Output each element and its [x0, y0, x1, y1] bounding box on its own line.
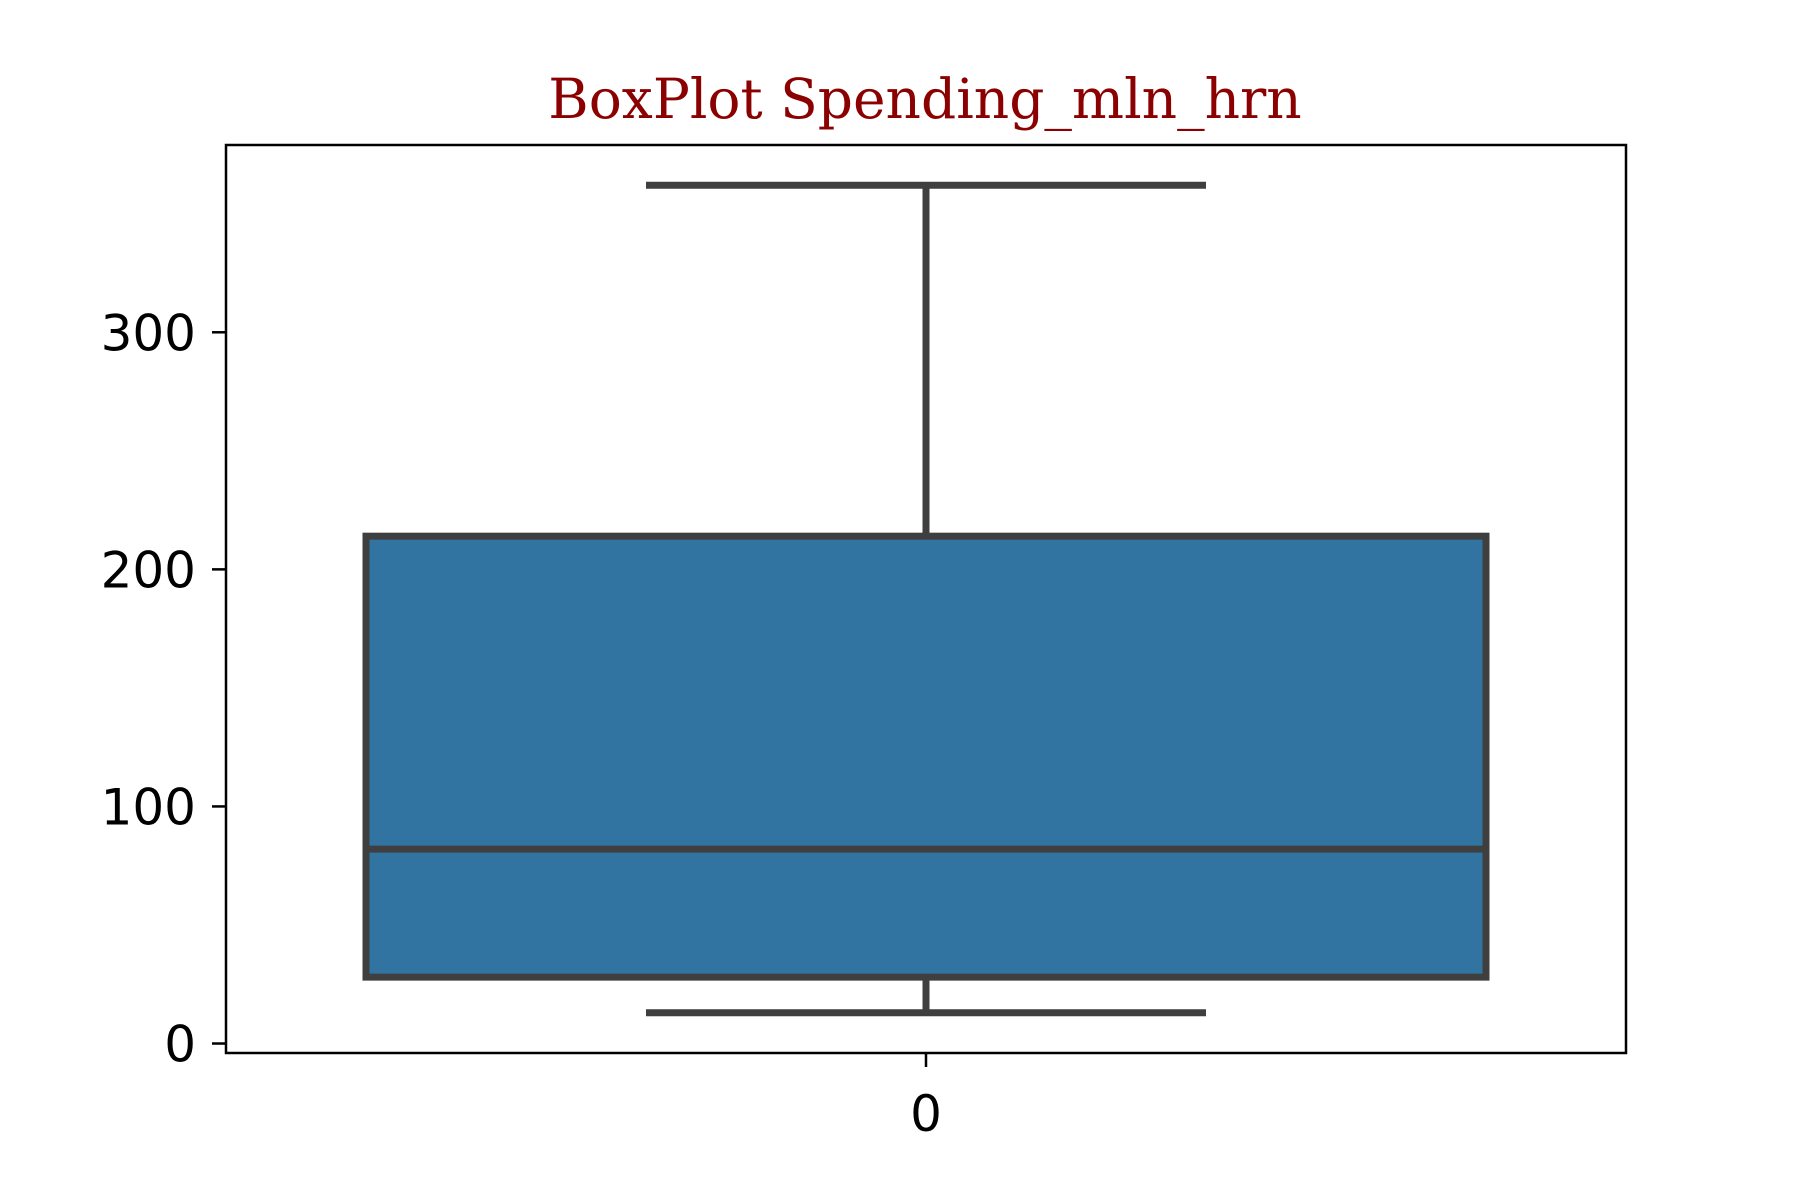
box-group-0	[362, 181, 1490, 1017]
y-tick-label: 0	[164, 1016, 196, 1074]
plot-area	[362, 181, 1490, 1017]
x-tick-label: 0	[910, 1085, 942, 1143]
y-tick-label: 100	[101, 778, 196, 836]
y-tick-label: 200	[101, 541, 196, 599]
chart-title: BoxPlot Spending_mln_hrn	[548, 67, 1301, 131]
y-tick-label: 300	[101, 304, 196, 362]
x-axis: 0	[910, 1053, 942, 1143]
iqr-box	[362, 532, 1490, 981]
y-axis: 0 100 200 300	[101, 304, 226, 1074]
